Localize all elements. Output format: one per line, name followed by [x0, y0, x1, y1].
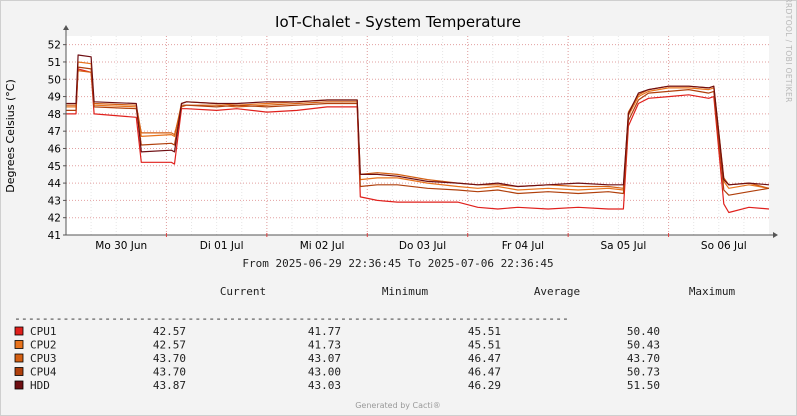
axis-layer: 41 42 43 44 45 46 47 48 49 50 51 52 Mo 30 Jun Di 01 J… — [48, 25, 778, 252]
x-tick-label: Fr 04 Jul — [502, 240, 544, 252]
y-tick-label: 47 — [48, 126, 61, 138]
legend-value-minimum: 43.03 — [308, 379, 341, 392]
y-tick-label: 43 — [48, 195, 61, 207]
y-tick-label: 44 — [48, 178, 62, 190]
legend-separator: ----------------------------------------… — [14, 312, 569, 325]
x-tick-label: Mi 02 Jul — [300, 240, 345, 252]
series-line-hdd — [66, 54, 770, 188]
legend-header: Minimum — [382, 285, 429, 298]
legend-series-name: CPU4 — [30, 366, 57, 379]
y-tick-label: 46 — [48, 143, 62, 155]
legend-swatch — [14, 340, 24, 349]
legend-value-average: 46.47 — [468, 366, 501, 379]
time-range-text: From 2025-06-29 22:36:45 To 2025-07-06 2… — [242, 257, 553, 270]
x-axis-arrow — [773, 232, 778, 238]
y-axis-label: Degrees Celsius (°C) — [4, 79, 17, 193]
legend-swatch — [14, 380, 24, 390]
legend-header: Average — [534, 285, 580, 298]
y-tick-label: 48 — [48, 109, 61, 121]
legend-value-current: 42.57 — [153, 339, 186, 352]
legend-value-average: 46.47 — [468, 352, 501, 365]
legend-value-maximum: 50.43 — [627, 339, 660, 352]
x-tick-label: Do 03 Jul — [399, 240, 446, 252]
legend-swatch — [14, 367, 24, 376]
legend-table: Current Minimum Average Maximum ------------… — [14, 285, 736, 392]
legend-value-current: 43.87 — [153, 379, 186, 392]
y-tick-label: 41 — [48, 230, 61, 242]
series-line-cpu4 — [66, 66, 770, 196]
x-tick-label: Mo 30 Jun — [95, 240, 147, 252]
y-tick-label: 51 — [48, 57, 61, 69]
legend-series-name: CPU2 — [30, 339, 57, 352]
legend-value-average: 45.51 — [468, 325, 501, 338]
x-tick-label: So 06 Jul — [701, 240, 747, 252]
y-tick-label: 52 — [48, 40, 61, 52]
legend-value-minimum: 41.77 — [308, 325, 341, 338]
legend-value-current: 43.70 — [153, 366, 186, 379]
y-axis-arrow — [63, 25, 69, 30]
legend-value-minimum: 41.73 — [308, 339, 341, 352]
legend-header: Maximum — [689, 285, 736, 298]
y-tick-label: 42 — [48, 213, 61, 225]
legend-series-name: CPU1 — [30, 325, 57, 338]
legend-value-maximum: 43.70 — [627, 352, 660, 365]
legend-value-minimum: 43.07 — [308, 352, 341, 365]
legend-swatch — [14, 326, 24, 336]
legend-header: Current — [220, 285, 266, 298]
chart-title: IoT-Chalet - System Temperature — [275, 13, 521, 31]
legend-value-average: 45.51 — [468, 339, 501, 352]
legend-swatch — [14, 353, 24, 363]
rrdtool-watermark: RRDTOOL / TOBI OETIKER — [784, 0, 793, 103]
legend-value-maximum: 50.73 — [627, 366, 660, 379]
legend-value-current: 42.57 — [153, 325, 186, 338]
y-tick-label: 45 — [48, 161, 61, 173]
legend-value-maximum: 51.50 — [627, 379, 660, 392]
series-layer — [66, 54, 770, 214]
legend-value-minimum: 43.00 — [308, 366, 341, 379]
legend-value-maximum: 50.40 — [627, 325, 660, 338]
y-tick-label: 50 — [48, 74, 61, 86]
y-tick-label: 49 — [48, 92, 61, 104]
legend-value-average: 46.29 — [468, 379, 501, 392]
footer-credit: Generated by Cacti® — [355, 401, 441, 410]
x-tick-label: Sa 05 Jul — [600, 240, 646, 252]
series-line-cpu2 — [66, 61, 770, 191]
legend-value-current: 43.70 — [153, 352, 186, 365]
legend-series-name: CPU3 — [30, 352, 57, 365]
x-tick-label: Di 01 Jul — [200, 240, 244, 252]
series-line-cpu1 — [66, 68, 770, 214]
legend-series-name: HDD — [30, 379, 50, 392]
grid-layer — [66, 36, 769, 236]
